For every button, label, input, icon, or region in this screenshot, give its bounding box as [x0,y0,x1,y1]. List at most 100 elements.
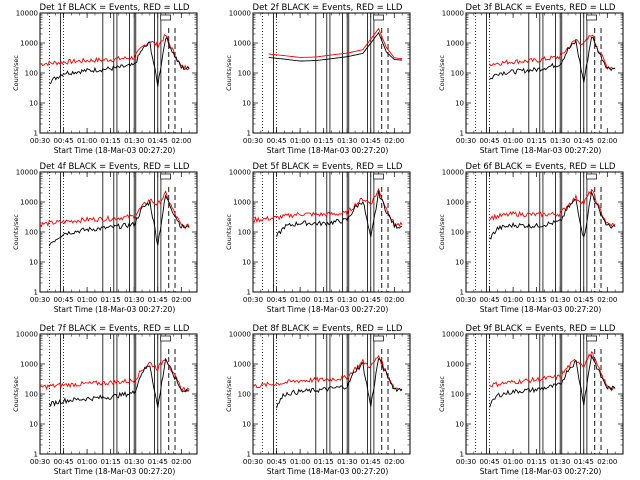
x-tick-label: 00:30 [456,296,476,304]
y-tick-label: 10000 [229,10,251,18]
x-tick-label: 02:00 [597,137,617,145]
panel-title: Det 1f BLACK = Events, RED = LLD [40,3,190,13]
y-tick-label: 10000 [229,169,251,177]
events-series-line [268,31,403,62]
x-tick-label: 00:30 [243,296,263,304]
x-tick-label: 01:00 [503,458,523,466]
x-axis-label: Start Time (18-Mar-03 00:27:20) [54,467,176,476]
events-series-line [276,190,403,238]
y-tick-label: 10 [242,259,251,267]
x-axis-label: Start Time (18-Mar-03 00:27:20) [54,146,176,155]
x-tick-label: 01:45 [574,458,594,466]
y-tick-label: 100 [238,391,251,399]
x-tick-label: 02:00 [171,137,191,145]
x-tick-label: 02:00 [171,296,191,304]
x-tick-label: 01:15 [527,137,547,145]
x-tick-label: 00:45 [266,296,286,304]
y-tick-label: 10000 [229,331,251,339]
lld-series-line [40,190,190,230]
panel-9: Det 9f BLACK = Events, RED = LLD 1 10 100 10… [438,324,624,476]
y-axis-label: Counts/sec [225,214,233,250]
y-tick-label: 1 [34,451,38,459]
y-tick-label: 10 [29,421,38,429]
y-tick-label: 100 [451,70,464,78]
x-tick-label: 01:45 [574,137,594,145]
y-tick-label: 10000 [16,10,38,18]
x-tick-label: 00:30 [30,137,50,145]
x-tick-label: 01:15 [101,137,121,145]
panel-title: Det 8f BLACK = Events, RED = LLD [253,324,403,334]
events-series-line [489,354,616,408]
x-axis-label: Start Time (18-Mar-03 00:27:20) [267,146,389,155]
x-tick-label: 01:45 [361,137,381,145]
lld-series-line [40,358,190,393]
panel-8: Det 8f BLACK = Events, RED = LLD 1 10 100 10… [225,324,411,476]
x-tick-label: 01:30 [124,296,144,304]
y-tick-label: 1 [460,289,464,297]
y-tick-label: 10000 [16,169,38,177]
panel-6: Det 6f BLACK = Events, RED = LLD 1 10 100 10… [438,162,624,314]
y-tick-label: 10 [455,100,464,108]
y-tick-label: 100 [451,229,464,237]
x-tick-label: 00:30 [456,137,476,145]
panel-7: Det 7f BLACK = Events, RED = LLD 1 10 100 10… [12,324,198,476]
y-tick-label: 10000 [16,331,38,339]
lld-series-line [489,188,616,227]
x-tick-label: 02:00 [384,296,404,304]
y-tick-label: 10000 [442,10,464,18]
y-axis-label: Counts/sec [12,214,20,250]
y-tick-label: 10 [455,421,464,429]
x-tick-label: 01:00 [290,296,310,304]
x-axis-label: Start Time (18-Mar-03 00:27:20) [54,305,176,314]
x-tick-label: 01:30 [124,137,144,145]
y-tick-label: 10 [29,259,38,267]
lld-series-line [253,354,403,391]
x-tick-label: 00:45 [479,137,499,145]
x-tick-label: 02:00 [384,458,404,466]
y-tick-label: 1000 [20,199,38,207]
panel-2: Det 2f BLACK = Events, RED = LLD 1 10 100 10… [225,3,411,155]
x-axis-label: Start Time (18-Mar-03 00:27:20) [267,305,389,314]
x-tick-label: 01:45 [148,458,168,466]
x-tick-label: 01:00 [290,137,310,145]
x-tick-label: 00:30 [456,458,476,466]
y-tick-label: 1 [247,289,251,297]
y-tick-label: 100 [238,229,251,237]
events-series-line [49,36,190,87]
x-tick-label: 01:00 [290,458,310,466]
y-tick-label: 1000 [446,361,464,369]
x-tick-label: 01:45 [361,458,381,466]
x-axis-label: Start Time (18-Mar-03 00:27:20) [480,146,602,155]
lld-series-line [40,33,190,71]
x-tick-label: 01:45 [148,137,168,145]
marker-box [160,14,171,21]
x-axis-label: Start Time (18-Mar-03 00:27:20) [480,467,602,476]
x-tick-label: 00:30 [30,458,50,466]
y-axis-label: Counts/sec [438,55,446,91]
x-tick-label: 01:00 [77,137,97,145]
x-tick-label: 01:30 [124,458,144,466]
y-axis-label: Counts/sec [12,55,20,91]
x-tick-label: 02:00 [171,458,191,466]
x-tick-label: 01:45 [574,296,594,304]
marker-box [373,173,384,180]
y-tick-label: 1000 [446,40,464,48]
events-series-line [489,36,616,83]
x-tick-label: 00:45 [53,137,73,145]
events-series-line [489,190,616,240]
marker-box [373,335,384,342]
y-tick-label: 1000 [20,361,38,369]
marker-box [373,14,384,21]
marker-box [160,335,171,342]
x-tick-label: 01:30 [337,137,357,145]
events-series-line [48,194,190,246]
lld-series-line [253,187,403,227]
x-tick-label: 00:30 [243,458,263,466]
panel-4: Det 4f BLACK = Events, RED = LLD 1 10 100 10… [12,162,198,314]
marker-box [586,335,597,342]
x-tick-label: 01:00 [77,458,97,466]
y-tick-label: 1000 [233,40,251,48]
y-tick-label: 1000 [20,40,38,48]
marker-box [586,173,597,180]
y-tick-label: 10 [455,259,464,267]
